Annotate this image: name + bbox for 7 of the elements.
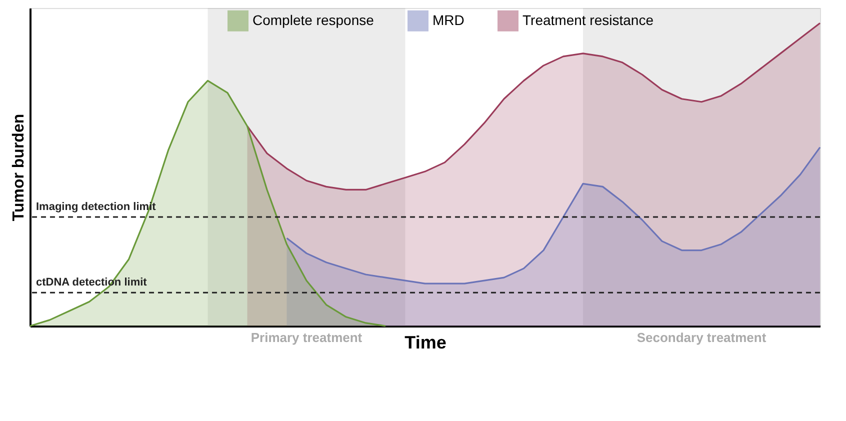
legend-label: MRD bbox=[432, 12, 464, 28]
legend-label: Complete response bbox=[252, 12, 374, 28]
text: Secondary treatment bbox=[636, 330, 767, 345]
legend-label: Treatment resistance bbox=[522, 12, 654, 28]
y-axis-title: Tumor burden bbox=[10, 114, 28, 222]
x-axis-title: Time bbox=[404, 332, 446, 352]
text: Primary treatment bbox=[250, 330, 363, 345]
